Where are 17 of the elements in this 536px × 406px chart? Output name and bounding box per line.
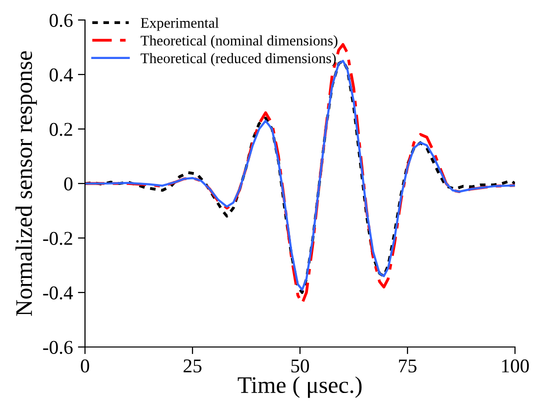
y-tick-label: -0.4 <box>43 286 73 300</box>
legend-label: Theoretical (reduced dimensions) <box>140 52 336 66</box>
y-tick-label: -0.6 <box>43 340 73 354</box>
y-axis-title: Normalized sensor response <box>15 51 37 316</box>
x-tick-label: 0 <box>80 359 90 372</box>
y-tick-label: 0.4 <box>50 68 73 82</box>
y-tick-label: 0.2 <box>50 122 72 136</box>
x-tick-label: 75 <box>399 360 416 372</box>
x-axis-title: Time ( μsec.) <box>238 376 362 398</box>
legend-label: Experimental <box>140 18 219 31</box>
y-tick-label: 0.6 <box>50 14 73 28</box>
y-tick-label: 0 <box>64 177 72 190</box>
x-tick-label: 25 <box>184 359 202 372</box>
x-tick-label: 50 <box>291 359 309 372</box>
legend-label: Theoretical (nominal dimensions) <box>140 35 338 48</box>
y-tick-label: -0.2 <box>43 232 72 246</box>
x-tick-label: 100 <box>502 359 529 372</box>
